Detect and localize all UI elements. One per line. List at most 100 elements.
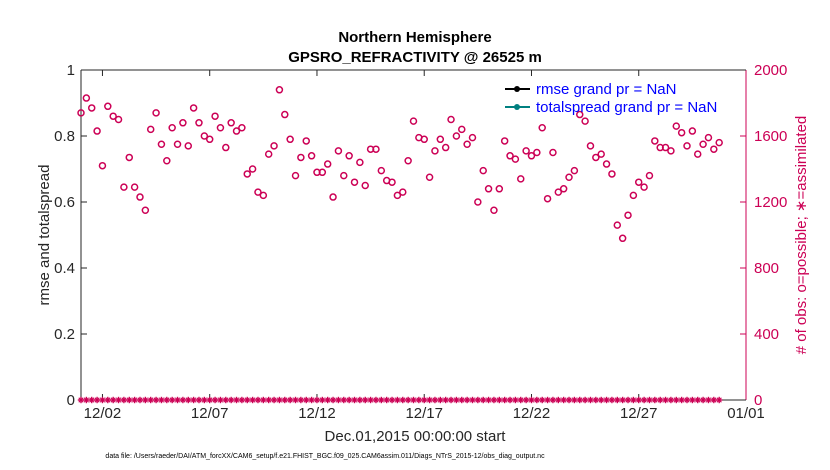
right-tick-label: 800 [754,260,779,277]
assimilated-obs-point [469,396,476,404]
assimilated-obs-point [715,396,723,404]
possible-obs-point [136,193,144,201]
assimilated-obs-point [587,396,594,404]
possible-obs-point [715,138,723,147]
possible-obs-point [120,183,128,191]
possible-obs-point [179,119,187,127]
assimilated-obs-point [415,396,423,404]
possible-obs-point [699,140,707,148]
legend-marker-rmse [514,86,520,92]
possible-obs-point [474,198,482,206]
possible-obs-point [565,173,573,181]
possible-obs-point [323,160,332,168]
possible-obs-point [286,135,294,144]
assimilated-obs-point [474,396,482,404]
possible-obs-point [372,145,380,153]
assimilated-obs-point [136,396,144,404]
possible-obs-point [259,191,268,200]
assimilated-obs-point [206,396,213,404]
assimilated-obs-point [238,396,246,404]
assimilated-obs-point [442,396,449,404]
possible-obs-point [248,165,257,173]
possible-obs-point [484,185,493,193]
possible-obs-point [130,183,139,191]
assimilated-obs-point [656,396,664,404]
possible-obs-point [87,104,96,112]
possible-obs-point [629,191,638,200]
possible-obs-point [270,142,278,150]
assimilated-obs-point [571,396,578,404]
assimilated-obs-point [710,396,718,404]
assimilated-obs-point [404,396,412,404]
possible-obs-point [559,185,568,193]
assimilated-obs-point [270,396,278,404]
series-assimilated-obs [77,396,723,404]
possible-obs-point [693,150,702,158]
possible-obs-point [683,142,691,150]
possible-obs-point [618,234,627,243]
assimilated-obs-point [555,396,562,404]
possible-obs-point [356,158,364,167]
assimilated-obs-point [292,396,299,404]
assimilated-obs-point [522,396,530,404]
possible-obs-point [211,112,219,120]
right-tick-label: 2000 [754,62,787,79]
x-tick-label: 12/22 [513,405,551,422]
assimilated-obs-point [603,396,610,404]
possible-obs-point [441,143,450,152]
assimilated-obs-point [421,396,428,404]
possible-obs-point [195,119,203,127]
assimilated-obs-point [496,396,503,404]
assimilated-obs-point [351,396,358,404]
right-tick-label: 1200 [754,194,787,211]
assimilated-obs-point [104,396,112,404]
assimilated-obs-point [383,396,390,404]
right-tick-label: 400 [754,326,779,343]
possible-obs-point [527,152,536,160]
right-tick-label: 1600 [754,128,787,145]
assimilated-obs-point [222,396,229,404]
assimilated-obs-point [142,396,149,404]
assimilated-obs-point [549,396,557,404]
assimilated-obs-point [174,396,181,404]
possible-obs-point [624,211,632,219]
x-tick-label: 12/17 [405,405,443,422]
possible-obs-point [672,122,681,130]
assimilated-obs-point [286,396,294,404]
assimilated-obs-point [126,396,133,404]
possible-obs-point [281,110,289,119]
assimilated-obs-point [678,396,685,404]
possible-obs-point [634,178,643,186]
y-axis-left-label: rmse and totalspread [36,165,53,306]
possible-obs-point [533,148,541,157]
assimilated-obs-point [619,396,626,404]
possible-obs-point [264,150,273,158]
assimilated-obs-point [506,396,514,404]
possible-obs-point [490,206,498,214]
left-tick-label: 0 [67,392,75,409]
assimilated-obs-point [437,396,444,404]
assimilated-obs-point [77,396,85,404]
possible-obs-point [254,188,262,196]
left-tick-label: 0.2 [54,326,75,343]
assimilated-obs-point [667,396,675,404]
possible-obs-point [388,178,396,186]
assimilated-obs-point [324,396,331,404]
possible-obs-point [334,147,343,155]
possible-obs-point [109,112,117,120]
chart-title: Northern Hemisphere [338,29,491,46]
possible-obs-point [479,166,487,175]
assimilated-obs-point [581,396,589,404]
possible-obs-point [189,104,198,112]
assimilated-obs-point [233,396,240,404]
possible-obs-point [404,157,412,165]
assimilated-obs-point [335,396,342,404]
assimilated-obs-point [399,396,406,404]
assimilated-obs-point [356,396,364,404]
possible-obs-point [688,127,697,135]
assimilated-obs-point [694,396,701,404]
possible-obs-point [640,183,648,191]
assimilated-obs-point [83,396,90,404]
assimilated-obs-point [651,396,659,404]
possible-obs-point [361,181,369,190]
